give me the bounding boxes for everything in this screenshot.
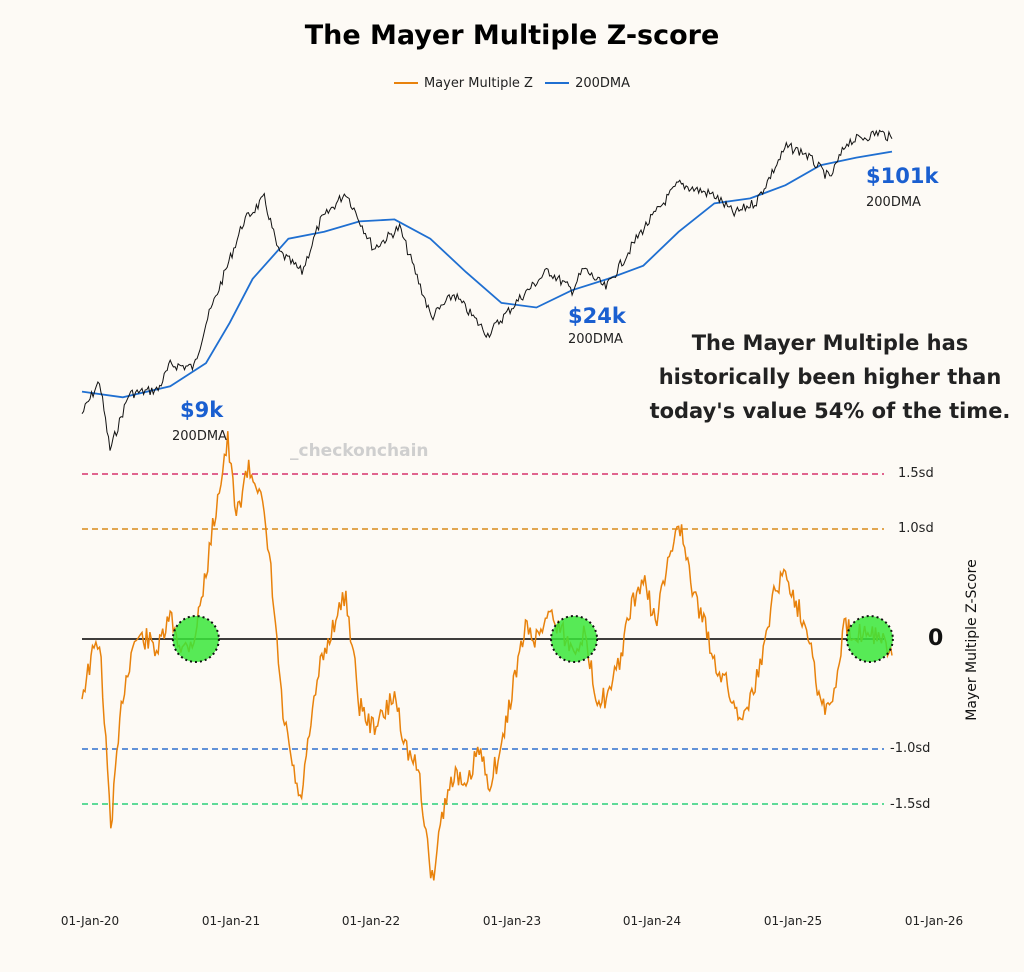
x-tick-2024: 01-Jan-24 <box>622 914 682 928</box>
x-tick-2026: 01-Jan-26 <box>904 914 964 928</box>
x-tick-2025: 01-Jan-25 <box>763 914 823 928</box>
x-tick-2021: 01-Jan-21 <box>201 914 261 928</box>
legend-label-mayer-multiple-z: Mayer Multiple Z <box>423 75 533 91</box>
z-score-layer <box>81 431 893 881</box>
legend-swatch-blue <box>545 82 570 84</box>
price-label-9k: $9k <box>180 398 224 422</box>
ref-label-1-5sd: 1.5sd <box>898 466 934 481</box>
legend-item-mayer-multiple-z: Mayer Multiple Z <box>393 75 533 91</box>
price-label-24k: $24k <box>568 304 626 328</box>
ref-label-1-0sd: 1.0sd <box>898 521 934 536</box>
price-sub-24k: 200DMA <box>568 332 623 347</box>
legend: Mayer Multiple Z 200DMA <box>0 73 1024 91</box>
highlight-circle-0 <box>171 615 220 663</box>
highlight-circle-1 <box>550 615 599 663</box>
price-sub-101k: 200DMA <box>866 195 921 210</box>
price-sub-9k: 200DMA <box>172 429 227 444</box>
x-tick-2020: 01-Jan-20 <box>60 914 120 928</box>
price-layer <box>81 129 893 451</box>
series-mayer-multiple-z-line <box>81 431 893 881</box>
ref-label-zero: 0 <box>928 626 944 651</box>
legend-swatch-orange <box>393 82 418 84</box>
price-label-101k: $101k <box>866 164 939 188</box>
y-axis-label: Mayer Multiple Z-Score <box>964 559 980 721</box>
watermark: _checkonchain <box>290 441 429 461</box>
ref-label-neg-1-0sd: -1.0sd <box>890 741 931 756</box>
series-200dma-line <box>81 150 893 399</box>
series-price-line <box>81 129 893 451</box>
highlight-circle-2 <box>845 615 894 663</box>
x-tick-2023: 01-Jan-23 <box>482 914 542 928</box>
highlight-circles <box>171 615 894 663</box>
x-tick-2022: 01-Jan-22 <box>341 914 401 928</box>
legend-label-200dma: 200DMA <box>575 75 631 91</box>
chart-title: The Mayer Multiple Z-score <box>304 20 720 51</box>
legend-item-200dma: 200DMA <box>545 76 630 91</box>
annotation-note: The Mayer Multiple has historically been… <box>649 331 1011 423</box>
ref-label-neg-1-5sd: -1.5sd <box>890 797 931 812</box>
